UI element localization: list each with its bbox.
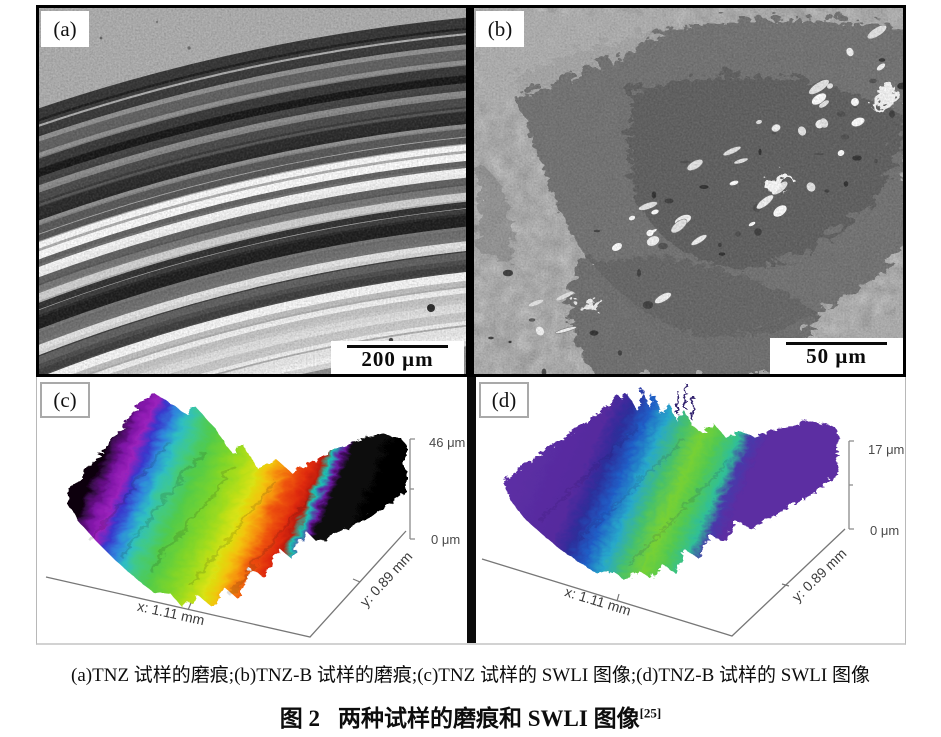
figure-title-text: 两种试样的磨痕和 SWLI 图像 <box>337 706 640 731</box>
panel-d-label: (d) <box>479 382 529 418</box>
caption-title: 图 2 两种试样的磨痕和 SWLI 图像[25] <box>0 699 941 733</box>
z-axis-d <box>848 440 854 530</box>
sem-b-texture <box>474 8 903 374</box>
swli-d-surface <box>481 380 854 637</box>
z-min-label-d: 0 μm <box>870 523 900 538</box>
sem-row: (a) 200 μm <box>36 5 906 377</box>
panel-d-swli-plot: (d) 17 μm 0 μm x: 1.11 mm y: 0.89 mm <box>477 379 905 641</box>
sem-a-texture <box>39 8 466 374</box>
figure-number: 图 2 <box>279 706 320 731</box>
swli-c-surface <box>45 389 415 638</box>
xy-axes-c <box>45 530 407 638</box>
panel-b-sem-image: (b) 50 μm <box>474 8 903 374</box>
panel-a-scale-bar: 200 μm <box>331 341 464 374</box>
panel-b-label: (b) <box>476 11 524 47</box>
z-axis-c <box>409 438 415 540</box>
scale-bar-line <box>785 342 888 345</box>
scale-bar-line <box>346 345 449 348</box>
panel-c-label-text: (c) <box>53 387 77 412</box>
z-min-label-c: 0 μm <box>431 532 461 547</box>
panel-b-label-text: (b) <box>487 16 513 41</box>
z-max-label-d: 17 μm <box>868 442 905 457</box>
scale-bar-value: 200 μm <box>361 347 434 371</box>
column-divider <box>467 377 476 643</box>
caption-subpanels: (a)TNZ 试样的磨痕;(b)TNZ-B 试样的磨痕;(c)TNZ 试样的 S… <box>71 665 870 686</box>
scale-bar-value: 50 μm <box>806 344 867 368</box>
panel-a-label-text: (a) <box>53 16 77 41</box>
swli-row: (c) 46 μm 0 μm x: 1.11 mm y: 0.89 mm <box>36 377 906 645</box>
panel-b-scale-bar: 50 μm <box>770 338 903 374</box>
panel-c-swli-plot: (c) 46 μm 0 μm x: 1.11 mm y: 0.89 mm <box>38 379 466 641</box>
panel-a-sem-image: (a) 200 μm <box>39 8 466 374</box>
z-max-label-c: 46 μm <box>429 435 466 450</box>
panel-d-label-text: (d) <box>491 387 517 412</box>
xy-axes-d <box>481 528 846 637</box>
panel-a-label: (a) <box>41 11 89 47</box>
panel-c-label: (c) <box>40 382 90 418</box>
citation-reference: [25] <box>639 705 662 721</box>
